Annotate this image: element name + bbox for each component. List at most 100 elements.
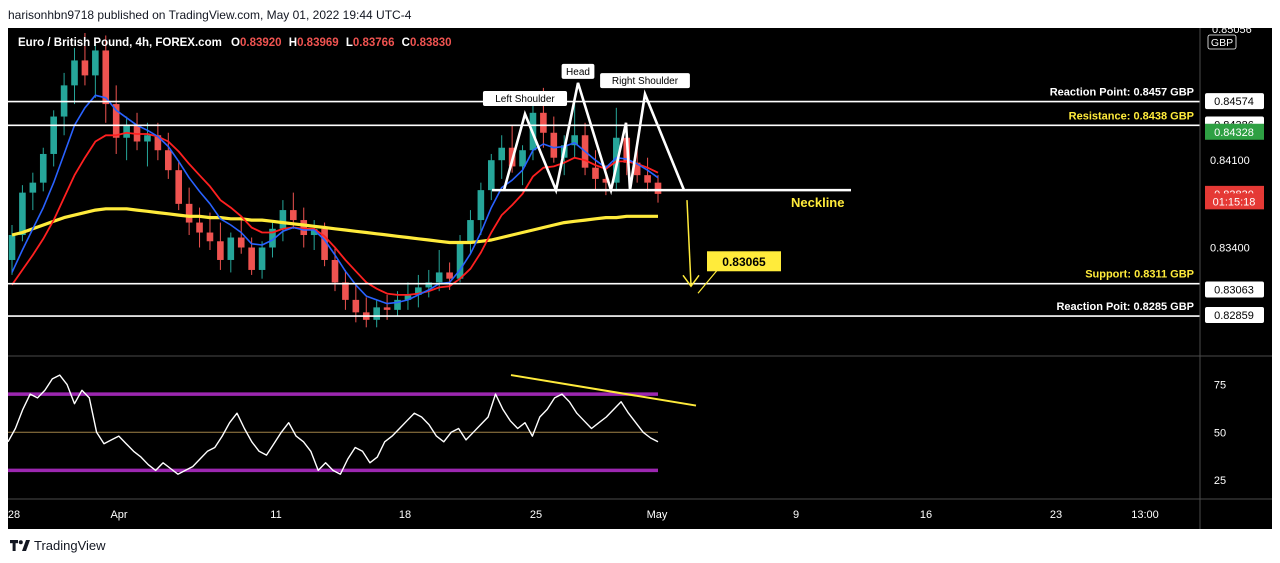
candle-up xyxy=(71,60,78,86)
candle-down xyxy=(164,150,172,171)
candle-down xyxy=(154,135,162,151)
candle-up xyxy=(404,294,412,300)
candle-up xyxy=(477,190,485,221)
candle-down xyxy=(342,282,349,300)
price-label-box xyxy=(1205,306,1264,323)
candle-up xyxy=(310,228,318,236)
candle-up xyxy=(415,287,422,295)
low-label: L xyxy=(346,37,353,49)
high-label: H xyxy=(289,37,297,49)
open-value: 0.83920 xyxy=(240,37,282,49)
candle-up xyxy=(269,228,276,248)
level-label: Support: 0.8311 GBP xyxy=(1085,269,1194,281)
pattern-layer: Neckline Left Shoulder Head Right Shoulder 0… xyxy=(482,63,851,294)
candle-up xyxy=(258,247,266,270)
left-shoulder-tag: Left Shoulder xyxy=(495,94,555,105)
symbol-legend: Euro / British Pound, 4h, FOREX.com O0.8… xyxy=(18,37,452,49)
candle-down xyxy=(331,259,339,283)
candle-down xyxy=(592,167,599,179)
tradingview-logo-icon xyxy=(10,539,30,551)
price-label-box xyxy=(1205,93,1264,110)
currency-tag-box xyxy=(1207,34,1237,50)
axes-layer: 0.841000.834000.85056GBP0.845740.843860.… xyxy=(8,24,1272,529)
footer: TradingView xyxy=(0,529,1280,563)
candle-down xyxy=(540,112,547,133)
candle-up xyxy=(123,125,130,138)
head-tag-box xyxy=(561,63,595,79)
candle-up xyxy=(39,153,47,183)
projection-arrowhead xyxy=(682,274,700,288)
candle-up xyxy=(519,150,526,167)
chart-canvas[interactable]: Reaction Point: 0.8457 GBP Resistance: 0.… xyxy=(7,24,1272,529)
time-tick: 13:00 xyxy=(1131,509,1159,521)
candle-down xyxy=(248,247,255,270)
rsi-tick: 75 xyxy=(1214,380,1226,392)
level-label: Resistance: 0.8438 GBP xyxy=(1069,110,1194,122)
rsi-pane xyxy=(7,374,697,475)
candle-up xyxy=(227,237,235,260)
price-label: 0.83063 xyxy=(1214,285,1254,297)
candle-up xyxy=(394,299,401,310)
tradingview-logo[interactable]: TradingView xyxy=(10,538,106,553)
target-callout-pointer xyxy=(697,268,719,294)
candle-up xyxy=(50,116,57,154)
publish-line: harisonhbn9718 published on TradingView.… xyxy=(8,8,412,22)
high-value: 0.83969 xyxy=(297,37,339,49)
legend: Euro / British Pound, 4h, FOREX.com O0.8… xyxy=(18,37,452,49)
rsi-trendline xyxy=(510,374,697,407)
time-tick: Apr xyxy=(110,509,127,521)
candle-down xyxy=(321,228,328,260)
time-tick: 11 xyxy=(270,509,281,521)
right-shoulder-tag-box xyxy=(600,73,690,89)
red-ema-line xyxy=(11,131,659,296)
resistance-price-badge xyxy=(1205,123,1264,140)
open-label: O xyxy=(231,37,240,49)
candle-up xyxy=(92,50,99,76)
target-callout-value: 0.83065 xyxy=(722,255,766,269)
rsi-tick: 50 xyxy=(1214,427,1226,439)
candle-up xyxy=(144,135,151,142)
candle-down xyxy=(112,104,120,138)
low-value: 0.83766 xyxy=(353,37,395,49)
candle-down xyxy=(237,237,245,248)
candle-down xyxy=(102,50,110,105)
candle-up xyxy=(425,282,433,288)
slow-moving-average-line xyxy=(11,207,658,245)
candle-up xyxy=(487,160,495,191)
candle-down xyxy=(290,210,297,221)
head-and-shoulders-outline xyxy=(502,82,686,196)
last-price-text: 01:15:18 xyxy=(1213,196,1256,208)
candle-up xyxy=(279,210,287,229)
close-value: 0.83830 xyxy=(410,37,452,49)
candle-up xyxy=(571,135,578,146)
right-shoulder-tag: Right Shoulder xyxy=(612,76,679,87)
time-tick: 16 xyxy=(920,509,932,521)
candle-down xyxy=(644,175,651,183)
publish-header: harisonhbn9718 published on TradingView.… xyxy=(0,0,1280,28)
candle-down xyxy=(81,60,89,76)
candle-up xyxy=(29,182,37,193)
level-label: Reaction Point: 0.8457 GBP xyxy=(1050,87,1194,99)
chart-panel[interactable]: Reaction Point: 0.8457 GBP Resistance: 0.… xyxy=(7,24,1272,529)
candle-up xyxy=(456,241,464,279)
candle-up xyxy=(435,272,443,283)
candle-down xyxy=(633,162,641,176)
time-tick: 23 xyxy=(1050,509,1062,521)
candle-up xyxy=(613,137,620,183)
candle-up xyxy=(498,147,506,161)
time-tick: 18 xyxy=(399,509,411,521)
head-tag: Head xyxy=(566,67,590,78)
indicator-lines-layer xyxy=(11,94,659,305)
candle-down xyxy=(300,220,308,236)
time-tick: 9 xyxy=(793,509,799,521)
price-label: 0.82859 xyxy=(1214,310,1254,322)
currency-tag: GBP xyxy=(1211,37,1233,49)
time-tick: 28 xyxy=(8,509,20,521)
time-tick: 25 xyxy=(530,509,542,521)
rsi-tick: 25 xyxy=(1214,475,1226,487)
rsi-line xyxy=(7,374,659,475)
level-label: Reaction Poit: 0.8285 GBP xyxy=(1056,301,1194,313)
target-callout-box xyxy=(707,251,781,272)
resistance-price-text: 0.84328 xyxy=(1214,127,1254,139)
neckline-label: Neckline xyxy=(791,195,844,210)
